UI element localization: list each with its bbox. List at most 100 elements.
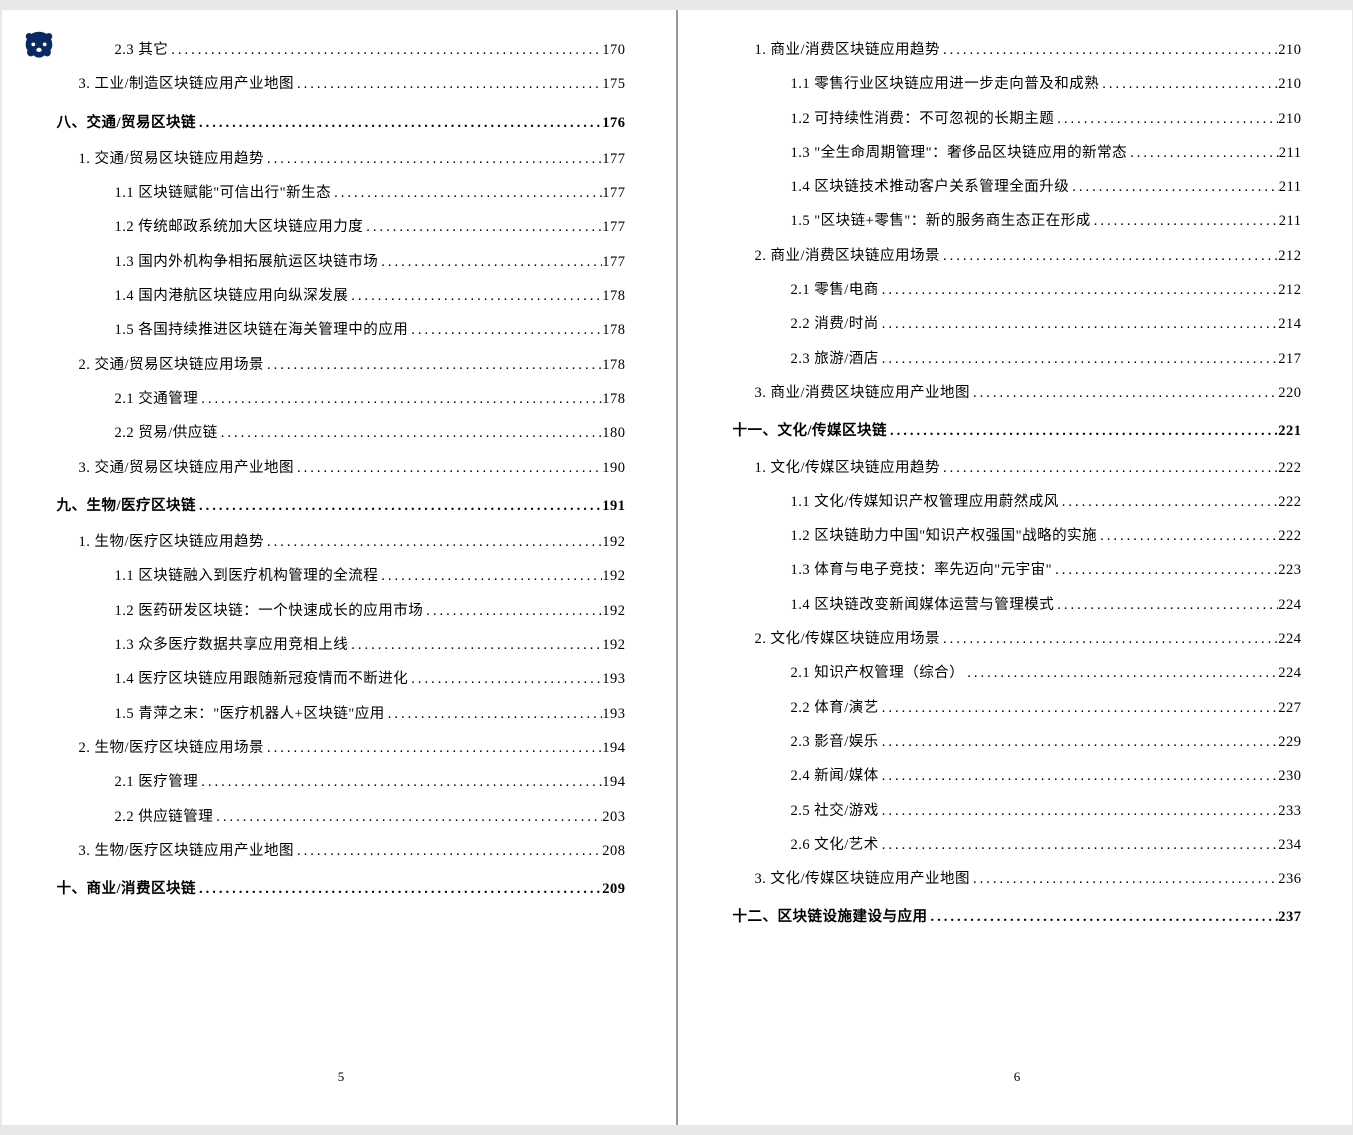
toc-entry-page: 192	[602, 635, 625, 655]
toc-entry-label: 3. 生物/医疗区块链应用产业地图	[79, 841, 295, 861]
toc-entry: 十一、文化/传媒区块链 ............................…	[733, 421, 1302, 441]
toc-entry-page: 193	[602, 669, 625, 689]
toc-entry-page: 210	[1278, 40, 1301, 60]
toc-entry-label: 2. 生物/医疗区块链应用场景	[79, 738, 265, 758]
toc-entry-label: 1.5 各国持续推进区块链在海关管理中的应用	[115, 320, 409, 340]
toc-leader-dots: ........................................…	[423, 601, 602, 621]
toc-leader-dots: ........................................…	[1059, 492, 1278, 512]
toc-leader-dots: ........................................…	[331, 183, 602, 203]
toc-entry-label: 2.1 知识产权管理（综合）	[791, 663, 965, 683]
toc-entry-page: 190	[602, 458, 625, 478]
toc-entry-label: 3. 商业/消费区块链应用产业地图	[755, 383, 971, 403]
toc-leader-dots: ........................................…	[264, 355, 602, 375]
toc-entry-label: 2.3 其它	[115, 40, 169, 60]
toc-entry-label: 2.4 新闻/媒体	[791, 766, 879, 786]
toc-leader-dots: ........................................…	[1054, 595, 1278, 615]
toc-entry-page: 177	[602, 149, 625, 169]
toc-entry: 1.1 文化/传媒知识产权管理应用蔚然成风 ..................…	[733, 492, 1302, 512]
toc-entry-label: 2.2 贸易/供应链	[115, 423, 218, 443]
toc-entry: 1. 文化/传媒区块链应用趋势 ........................…	[733, 458, 1302, 478]
toc-entry: 2.3 旅游/酒店 ..............................…	[733, 349, 1302, 369]
toc-entry-label: 1. 商业/消费区块链应用趋势	[755, 40, 941, 60]
toc-leader-dots: ........................................…	[940, 246, 1278, 266]
toc-leader-dots: ........................................…	[879, 732, 1278, 752]
toc-entry: 2.1 知识产权管理（综合） .........................…	[733, 663, 1302, 683]
toc-leader-dots: ........................................…	[213, 807, 602, 827]
toc-leader-dots: ........................................…	[196, 496, 602, 516]
toc-entry: 2.1 医疗管理 ...............................…	[57, 772, 626, 792]
toc-right-column: 1. 商业/消费区块链应用趋势 ........................…	[733, 40, 1302, 1061]
toc-leader-dots: ........................................…	[1054, 109, 1278, 129]
toc-leader-dots: ........................................…	[385, 704, 602, 724]
bear-logo-icon	[20, 28, 58, 66]
toc-entry: 2. 生物/医疗区块链应用场景 ........................…	[57, 738, 626, 758]
toc-entry-label: 3. 工业/制造区块链应用产业地图	[79, 74, 295, 94]
toc-entry-page: 210	[1278, 109, 1301, 129]
toc-entry: 2.6 文化/艺术 ..............................…	[733, 835, 1302, 855]
toc-entry-label: 1.3 体育与电子竞技：率先迈向"元宇宙"	[791, 560, 1053, 580]
toc-entry-label: 1.1 区块链融入到医疗机构管理的全流程	[115, 566, 379, 586]
toc-leader-dots: ........................................…	[378, 252, 602, 272]
toc-entry-page: 220	[1278, 383, 1301, 403]
toc-leader-dots: ........................................…	[1091, 211, 1279, 231]
toc-entry-page: 222	[1278, 458, 1301, 478]
toc-leader-dots: ........................................…	[1069, 177, 1279, 197]
toc-entry-page: 222	[1278, 492, 1301, 512]
toc-entry-page: 176	[602, 113, 625, 133]
toc-leader-dots: ........................................…	[940, 458, 1278, 478]
toc-entry-label: 1. 生物/医疗区块链应用趋势	[79, 532, 265, 552]
toc-entry: 1.3 国内外机构争相拓展航运区块链市场 ...................…	[57, 252, 626, 272]
toc-entry-page: 210	[1278, 74, 1301, 94]
toc-entry-page: 224	[1278, 663, 1301, 683]
toc-leader-dots: ........................................…	[879, 280, 1278, 300]
toc-entry-page: 229	[1278, 732, 1301, 752]
toc-entry-page: 212	[1278, 246, 1301, 266]
toc-entry: 2.1 零售/电商 ..............................…	[733, 280, 1302, 300]
toc-entry-page: 194	[602, 772, 625, 792]
toc-entry-label: 1. 交通/贸易区块链应用趋势	[79, 149, 265, 169]
toc-entry-label: 1.1 零售行业区块链应用进一步走向普及和成熟	[791, 74, 1100, 94]
toc-entry: 1.4 区块链技术推动客户关系管理全面升级 ..................…	[733, 177, 1302, 197]
toc-entry-label: 八、交通/贸易区块链	[57, 113, 197, 133]
toc-entry-label: 十一、文化/传媒区块链	[733, 421, 888, 441]
toc-leader-dots: ........................................…	[378, 566, 602, 586]
toc-entry-page: 233	[1278, 801, 1301, 821]
toc-entry: 3. 工业/制造区块链应用产业地图 ......................…	[57, 74, 626, 94]
toc-entry: 2.3 其它 .................................…	[57, 40, 626, 60]
toc-leader-dots: ........................................…	[196, 879, 602, 899]
toc-entry-label: 1.2 传统邮政系统加大区块链应用力度	[115, 217, 364, 237]
toc-entry: 2. 交通/贸易区块链应用场景 ........................…	[57, 355, 626, 375]
toc-entry-page: 236	[1278, 869, 1301, 889]
toc-leader-dots: ........................................…	[1097, 526, 1278, 546]
toc-entry: 1.1 区块链赋能"可信出行"新生态 .....................…	[57, 183, 626, 203]
toc-entry: 2.3 影音/娱乐 ..............................…	[733, 732, 1302, 752]
toc-leader-dots: ........................................…	[1127, 143, 1279, 163]
toc-entry-page: 177	[602, 183, 625, 203]
page-number-right: 6	[733, 1061, 1302, 1085]
toc-entry-page: 212	[1278, 280, 1301, 300]
toc-leader-dots: ........................................…	[970, 869, 1278, 889]
toc-entry-page: 178	[602, 320, 625, 340]
toc-leader-dots: ........................................…	[964, 663, 1278, 683]
toc-entry-label: 3. 文化/传媒区块链应用产业地图	[755, 869, 971, 889]
toc-left-column: 2.3 其它 .................................…	[57, 40, 626, 1061]
toc-leader-dots: ........................................…	[264, 738, 602, 758]
toc-entry-page: 223	[1278, 560, 1301, 580]
toc-entry-label: 3. 交通/贸易区块链应用产业地图	[79, 458, 295, 478]
toc-leader-dots: ........................................…	[970, 383, 1278, 403]
toc-entry-page: 178	[602, 389, 625, 409]
toc-leader-dots: ........................................…	[294, 74, 602, 94]
toc-entry-label: 1.3 众多医疗数据共享应用竞相上线	[115, 635, 349, 655]
page-left: 2.3 其它 .................................…	[2, 10, 676, 1125]
toc-leader-dots: ........................................…	[879, 835, 1278, 855]
toc-entry: 3. 商业/消费区块链应用产业地图 ......................…	[733, 383, 1302, 403]
toc-entry-label: 十二、区块链设施建设与应用	[733, 907, 928, 927]
toc-entry-page: 211	[1279, 211, 1302, 231]
toc-entry: 1.2 区块链助力中国"知识产权强国"战略的实施 ...............…	[733, 526, 1302, 546]
toc-leader-dots: ........................................…	[408, 669, 602, 689]
toc-entry-page: 224	[1278, 595, 1301, 615]
toc-entry-page: 211	[1279, 143, 1302, 163]
toc-entry-page: 230	[1278, 766, 1301, 786]
toc-entry-page: 234	[1278, 835, 1301, 855]
toc-entry: 1.2 可持续性消费：不可忽视的长期主题 ...................…	[733, 109, 1302, 129]
